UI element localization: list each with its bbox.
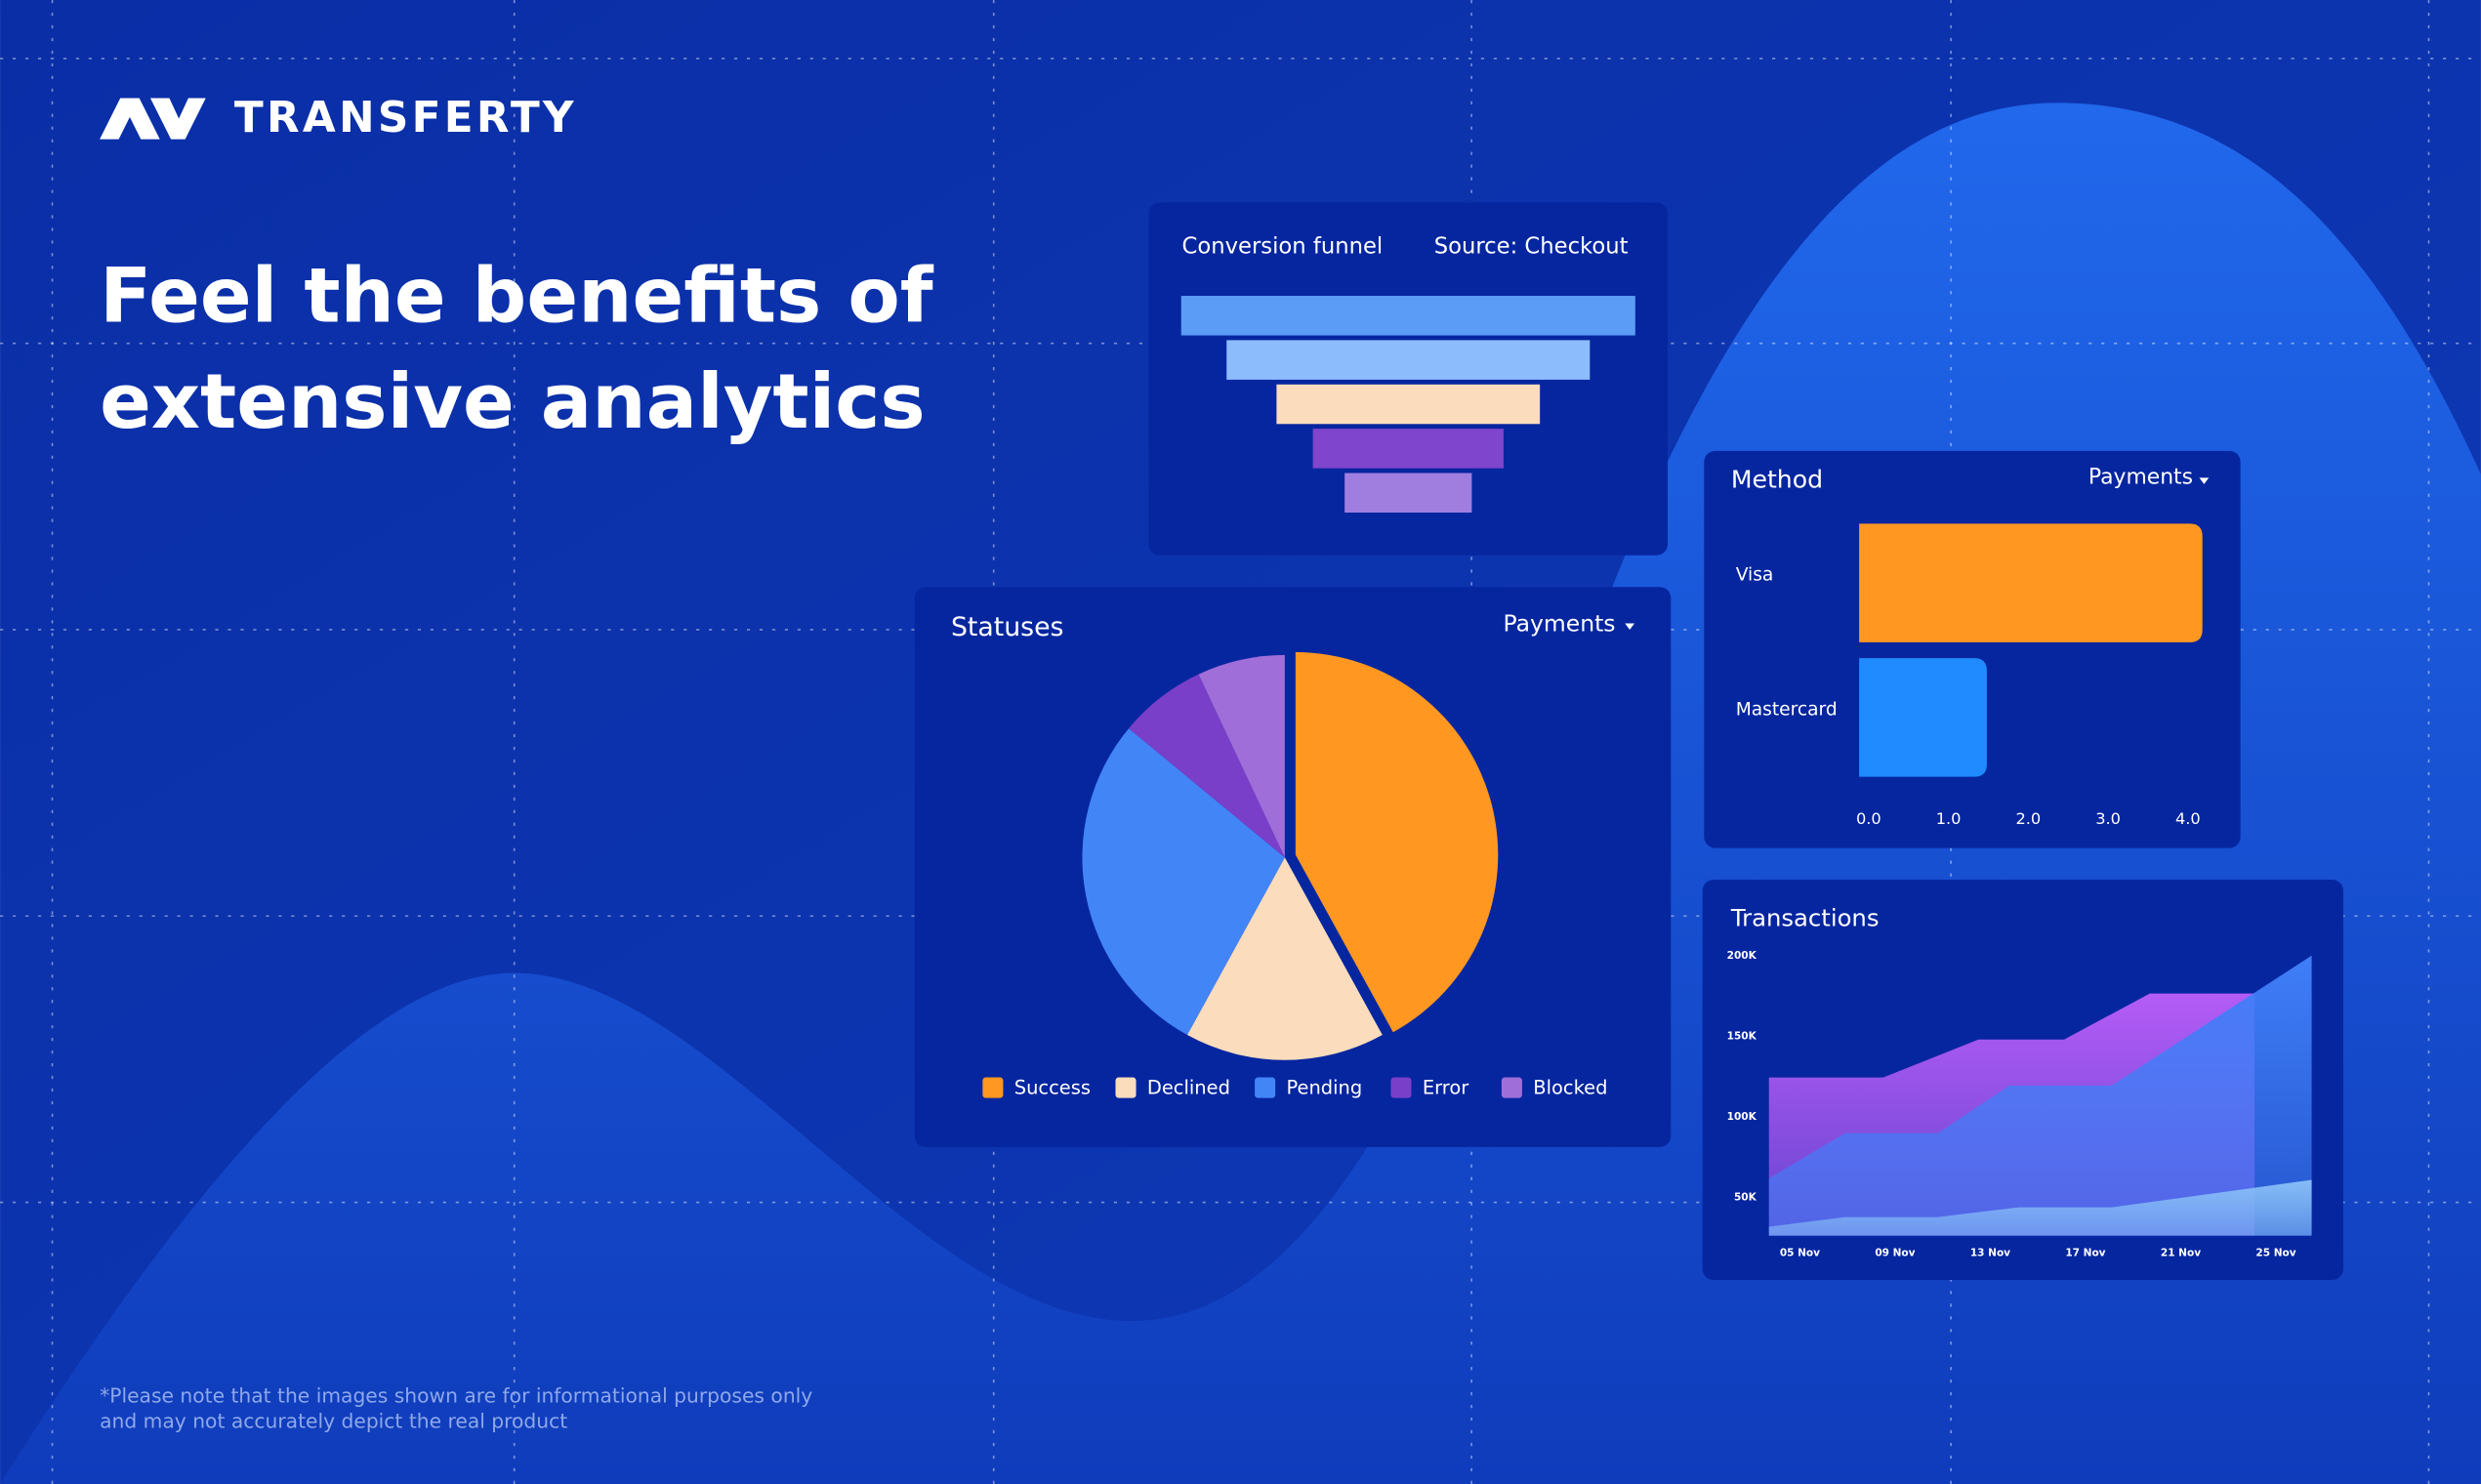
legend-swatch [1115,1077,1137,1098]
legend-swatch [1255,1077,1276,1098]
card-source: Source: Checkout [1434,233,1629,259]
legend-label: Blocked [1533,1076,1607,1098]
logo-icon [100,98,206,140]
x-tick-label: 25 Nov [2255,1247,2295,1258]
x-tick-label: 1.0 [1936,809,1962,828]
disclaimer: *Please note that the images shown are f… [100,1383,812,1407]
card-title: Conversion funnel [1182,233,1384,259]
legend-label: Success [1014,1076,1091,1098]
card [914,587,1672,1147]
bar [1859,523,2203,642]
area [1768,955,2312,1236]
x-tick-label: 17 Nov [2065,1247,2105,1258]
pie-slice [1129,674,1285,858]
headline: extensive analytics [100,358,926,446]
x-tick-label: 4.0 [2175,809,2201,828]
legend-swatch [982,1077,1004,1098]
funnel-bar [1180,296,1635,336]
card-title: Statuses [951,612,1063,642]
pie-slice [1082,728,1285,1036]
legend-label: Pending [1286,1076,1362,1098]
x-tick-label: 3.0 [2095,809,2121,828]
x-tick-label: 21 Nov [2161,1247,2201,1258]
headline: Feel the benefits of [100,252,934,340]
x-tick-label: 13 Nov [1970,1247,2010,1258]
x-tick-label: 09 Nov [1875,1247,1915,1258]
pie-slice [1186,857,1383,1060]
y-tick-label: 100K [1727,1111,1757,1123]
dropdown[interactable]: Payments [2088,465,2193,489]
bar [1859,658,1987,777]
x-tick-label: 05 Nov [1780,1247,1820,1258]
legend-swatch [1390,1077,1412,1098]
x-tick-label: 2.0 [2015,809,2041,828]
category-label: Mastercard [1736,699,1838,720]
y-tick-label: 150K [1727,1030,1757,1042]
category-label: Visa [1736,565,1774,586]
card [1704,450,2241,848]
charts: Success Declined Pending Error Blocked Visa Ma… [982,296,2312,1258]
pie-slice [1295,652,1499,1033]
dropdown-caret[interactable] [2199,477,2210,484]
area [1768,1179,2312,1236]
pie-slice [1198,654,1285,858]
funnel-bar [1344,473,1472,514]
legend-label: Error [1423,1076,1468,1098]
y-tick-label: 200K [1727,950,1757,962]
card-title: Method [1731,466,1823,494]
legend-swatch [1501,1077,1522,1098]
brand: TRANSFERTY [234,93,577,143]
y-tick-label: 50K [1734,1192,1757,1204]
funnel-bar [1276,384,1541,425]
x-tick-label: 0.0 [1856,809,1881,828]
funnel-bar [1312,429,1504,469]
card-title: Transactions [1730,903,1880,931]
funnel-bar [1226,340,1591,380]
dropdown[interactable]: Payments [1503,610,1615,638]
dropdown-caret[interactable] [1625,623,1634,630]
legend-label: Declined [1147,1076,1230,1098]
disclaimer: and may not accurately depict the real p… [100,1409,567,1432]
